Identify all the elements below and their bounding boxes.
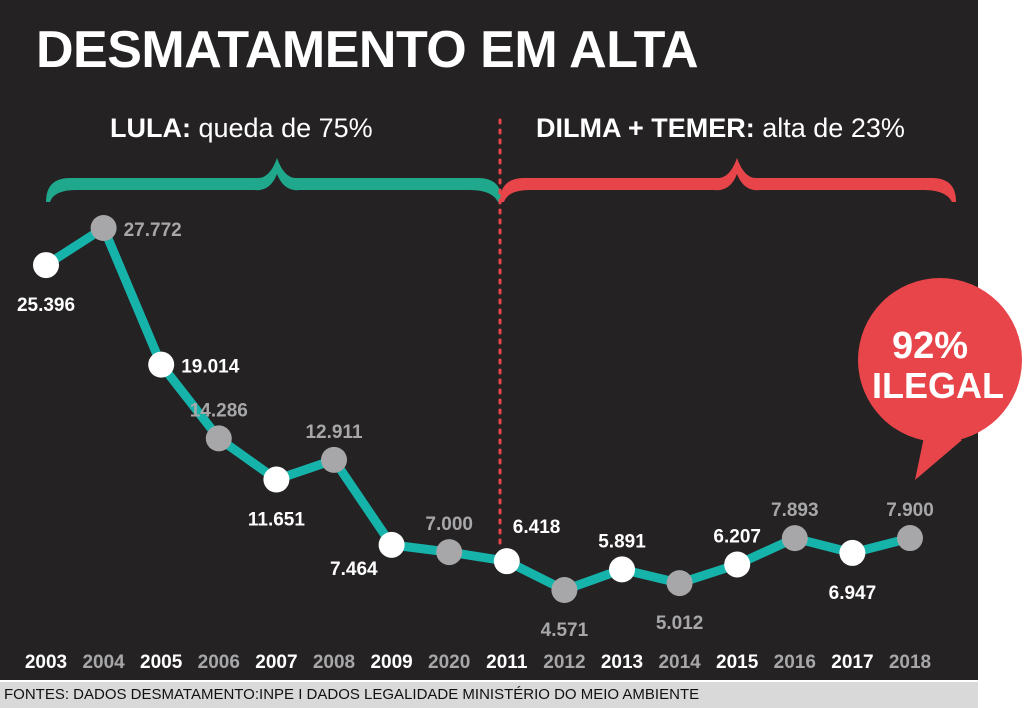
- data-point-2011: [493, 548, 520, 575]
- source-note: FONTES: DADOS DESMATAMENTO:INPE I DADOS …: [4, 686, 700, 703]
- dilma-temer-period-label: DILMA + TEMER: alta de 23%: [536, 112, 905, 144]
- value-label-2018: 7.900: [886, 500, 934, 521]
- x-tick-label-2012: 2012: [543, 652, 585, 673]
- lula-period-label: LULA: queda de 75%: [110, 112, 373, 144]
- value-label-2011: 6.418: [513, 517, 561, 538]
- data-point-2018: [897, 525, 923, 552]
- x-tick-label-2004: 2004: [82, 652, 125, 673]
- x-tick-label-2008: 2008: [313, 652, 355, 673]
- x-tick-label-2013: 2013: [601, 652, 643, 673]
- x-tick-label-2015: 2015: [716, 652, 759, 673]
- illegal-badge-text: ILEGAL: [872, 365, 1004, 406]
- illegal-badge-percent: 92%: [892, 325, 968, 367]
- data-point-2005: [148, 351, 175, 378]
- data-point-2015: [724, 551, 751, 578]
- chart-panel: [0, 0, 978, 680]
- x-tick-label-2016: 2016: [774, 652, 816, 673]
- value-label-2008: 12.911: [305, 422, 362, 443]
- value-label-2016: 7.893: [771, 500, 819, 521]
- x-tick-label-2018: 2018: [889, 652, 931, 673]
- lula-change-text: queda de 75%: [190, 113, 373, 143]
- x-tick-label-2005: 2005: [140, 652, 183, 673]
- lula-name: LULA:: [110, 113, 191, 143]
- value-label-2015: 6.207: [713, 526, 761, 547]
- value-label-2014: 5.012: [656, 613, 704, 634]
- data-point-2017: [839, 539, 866, 566]
- data-points: [33, 215, 923, 603]
- x-tick-label-2007: 2007: [255, 652, 297, 673]
- x-tick-label-2009: 2009: [370, 652, 412, 673]
- value-label-2003: 25.396: [17, 295, 75, 316]
- x-tick-label-2020: 2020: [428, 652, 470, 673]
- value-label-2007: 11.651: [248, 510, 305, 531]
- data-point-2014: [666, 570, 693, 597]
- value-label-2005: 19.014: [181, 357, 240, 378]
- footer-bar: [0, 682, 978, 708]
- value-label-2012: 4.571: [541, 620, 589, 641]
- data-point-2020: [436, 539, 463, 566]
- data-point-2003: [33, 252, 59, 279]
- x-tick-label-2011: 2011: [486, 652, 528, 673]
- dilma-temer-change-text: alta de 23%: [754, 113, 905, 143]
- value-label-2013: 5.891: [598, 531, 646, 552]
- dilma-temer-name: DILMA + TEMER:: [536, 113, 755, 143]
- x-axis-labels: 2003 2004 2005 2006 2007 2008 2009 2020 2011 2012…: [25, 652, 931, 673]
- x-tick-label-2003: 2003: [25, 652, 67, 673]
- chart-title: DESMATAMENTO EM ALTA: [36, 21, 699, 79]
- deforestation-series-line: [41, 223, 915, 595]
- x-tick-label-2014: 2014: [658, 652, 701, 673]
- value-label-2009: 7.464: [330, 559, 378, 580]
- data-point-2009: [378, 531, 405, 558]
- data-point-2004: [90, 215, 117, 241]
- value-label-2006: 14.286: [190, 400, 248, 421]
- data-point-2007: [263, 466, 290, 493]
- data-point-2016: [781, 525, 808, 552]
- illegal-badge: 92% ILEGAL: [858, 278, 1022, 480]
- lula-brace-icon: [46, 158, 502, 202]
- data-point-2013: [609, 556, 635, 583]
- value-label-2004: 27.772: [124, 220, 182, 241]
- x-tick-label-2006: 2006: [198, 652, 240, 673]
- data-point-2012: [551, 577, 578, 603]
- value-label-2017: 6.947: [829, 583, 877, 604]
- value-labels: 25.396 27.772 19.014 14.286 11.651 12.911 7.46…: [17, 220, 934, 641]
- dilma-temer-brace-icon: [500, 158, 956, 202]
- value-label-2020: 7.000: [425, 514, 473, 535]
- illegal-badge-circle: [858, 278, 1022, 442]
- data-point-2006: [205, 425, 232, 452]
- data-point-2008: [321, 446, 347, 473]
- x-tick-label-2017: 2017: [831, 652, 873, 673]
